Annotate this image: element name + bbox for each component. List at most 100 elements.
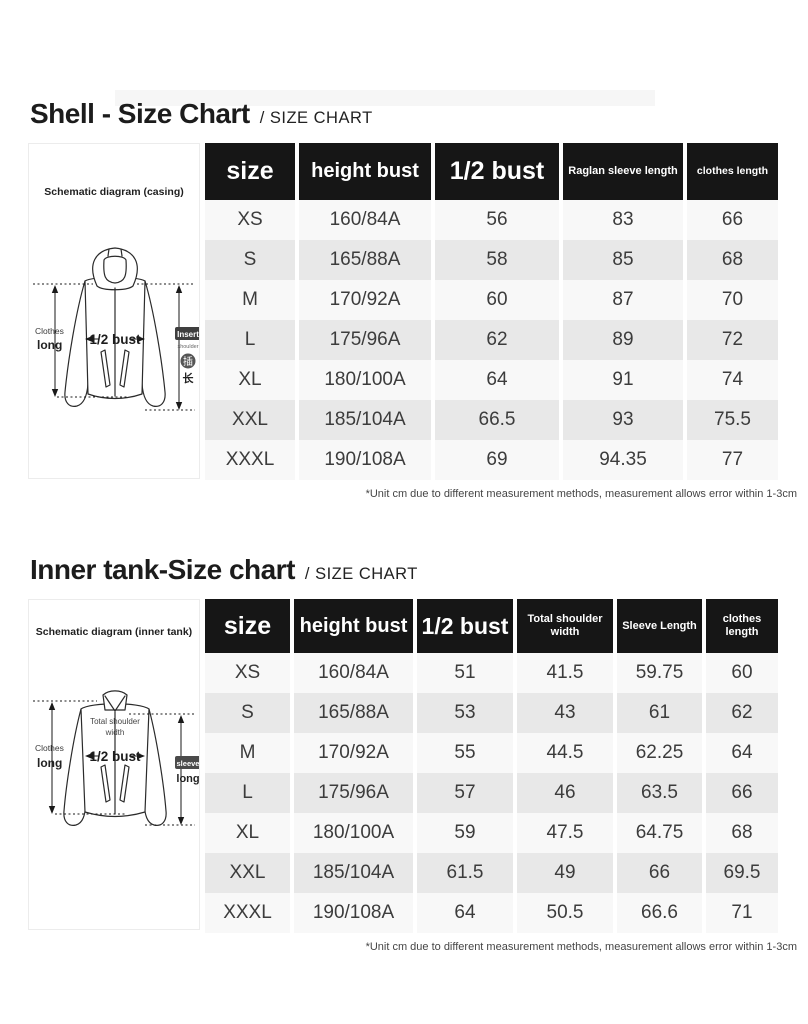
table-cell: 57 [417, 773, 513, 813]
table-cell: 89 [563, 320, 683, 360]
column-header: size [205, 143, 295, 200]
table-cell: 160/84A [299, 200, 431, 240]
insert-label: Insert [177, 330, 199, 339]
table-cell: 160/84A [294, 653, 413, 693]
total-shoulder-label-1: Total shoulder [90, 717, 140, 726]
column-header: clothes length [706, 599, 778, 653]
half-bust-label: 1/2 bust [89, 332, 141, 347]
table-cell: 185/104A [299, 400, 431, 440]
table-cell: 62.25 [617, 733, 702, 773]
table-cell: 85 [563, 240, 683, 280]
table-cell: 44.5 [517, 733, 613, 773]
hooded-jacket-diagram: 1/2 bust Clothes long Insert shoulder 插 … [33, 247, 199, 411]
shell-content-row: Schematic diagram (casing) [28, 143, 778, 480]
raglan-length-arrow-right [175, 285, 183, 410]
table-cell: XS [205, 200, 295, 240]
inner-tank-size-chart-section: Inner tank-Size chart / SIZE CHART Schem… [28, 552, 797, 953]
table-cell: 47.5 [517, 813, 613, 853]
column-header: Sleeve Length [617, 599, 702, 653]
hood-seams [107, 248, 123, 257]
table-cell: 55 [417, 733, 513, 773]
table-cell: 66 [617, 853, 702, 893]
table-cell: 180/100A [299, 360, 431, 400]
table-cell: 46 [517, 773, 613, 813]
hood-opening [103, 255, 127, 284]
half-bust-label: 1/2 bust [89, 749, 141, 764]
column-header: size [205, 599, 290, 653]
table-cell: 83 [563, 200, 683, 240]
watermark-strip [115, 90, 655, 106]
table-cell: 165/88A [294, 693, 413, 733]
table-cell: 63.5 [617, 773, 702, 813]
table-cell: 56 [435, 200, 559, 240]
column-header: clothes length [687, 143, 778, 200]
table-cell: 59 [417, 813, 513, 853]
table-cell: 165/88A [299, 240, 431, 280]
column-header: Raglan sleeve length [563, 143, 683, 200]
long-label: long [37, 756, 62, 770]
table-cell: XXL [205, 400, 295, 440]
table-cell: 51 [417, 653, 513, 693]
table-cell: 50.5 [517, 893, 613, 933]
table-cell: 70 [687, 280, 778, 320]
table-cell: 185/104A [294, 853, 413, 893]
table-cell: 87 [563, 280, 683, 320]
table-cell: XXXL [205, 440, 295, 480]
table-cell: 64 [417, 893, 513, 933]
inner-tank-title-row: Inner tank-Size chart / SIZE CHART [30, 552, 778, 587]
table-cell: 66.6 [617, 893, 702, 933]
inner-tank-content-row: Schematic diagram (inner tank) [28, 599, 778, 933]
cn-char-chip [180, 353, 196, 369]
table-cell: 77 [687, 440, 778, 480]
unit-footnote: *Unit cm due to different measurement me… [365, 941, 797, 953]
table-cell: 60 [435, 280, 559, 320]
table-cell: 91 [563, 360, 683, 400]
table-cell: 64 [706, 733, 778, 773]
collar-jacket-diagram: Total shoulder width 1/2 bust Clothes lo… [33, 690, 199, 826]
clothes-label: Clothes [35, 326, 64, 336]
table-cell: XXXL [205, 893, 290, 933]
clothes-label: Clothes [35, 743, 64, 753]
table-cell: 61.5 [417, 853, 513, 893]
table-cell: 180/100A [294, 813, 413, 853]
table-cell: 49 [517, 853, 613, 893]
table-cell: 43 [517, 693, 613, 733]
table-cell: 69.5 [706, 853, 778, 893]
table-cell: M [205, 280, 295, 320]
right-pocket [119, 349, 130, 388]
table-cell: 62 [706, 693, 778, 733]
half-bust-arrows [85, 752, 145, 760]
table-cell: L [205, 773, 290, 813]
sleeve-label-chip [175, 756, 199, 769]
table-cell: 74 [687, 360, 778, 400]
shell-size-table: size height bust 1/2 bust Raglan sleeve len… [205, 143, 778, 480]
cn-length-char: 长 [183, 371, 195, 385]
table-cell: 41.5 [517, 653, 613, 693]
section-title: Shell - Size Chart [30, 98, 250, 129]
shell-size-chart-section: Shell - Size Chart / SIZE CHART Schemati… [28, 0, 797, 500]
table-cell: S [205, 693, 290, 733]
shell-schematic-panel: Schematic diagram (casing) [28, 143, 200, 479]
table-cell: 58 [435, 240, 559, 280]
table-cell: 170/92A [299, 280, 431, 320]
table-cell: 66.5 [435, 400, 559, 440]
stand-collar [102, 690, 128, 711]
insert-label-chip [175, 327, 199, 340]
table-cell: M [205, 733, 290, 773]
table-cell: 64 [435, 360, 559, 400]
table-cell: XL [205, 360, 295, 400]
table-cell: 68 [687, 240, 778, 280]
table-cell: L [205, 320, 295, 360]
left-pocket [100, 764, 111, 803]
table-cell: 190/108A [299, 440, 431, 480]
right-pocket [119, 764, 130, 803]
table-cell: 64.75 [617, 813, 702, 853]
half-bust-arrows [85, 335, 145, 343]
table-cell: 69 [435, 440, 559, 480]
shoulder-label: shoulder [177, 344, 198, 350]
table-cell: XS [205, 653, 290, 693]
table-cell: 94.35 [563, 440, 683, 480]
shell-title-row: Shell - Size Chart / SIZE CHART [30, 0, 778, 131]
column-header: 1/2 bust [417, 599, 513, 653]
